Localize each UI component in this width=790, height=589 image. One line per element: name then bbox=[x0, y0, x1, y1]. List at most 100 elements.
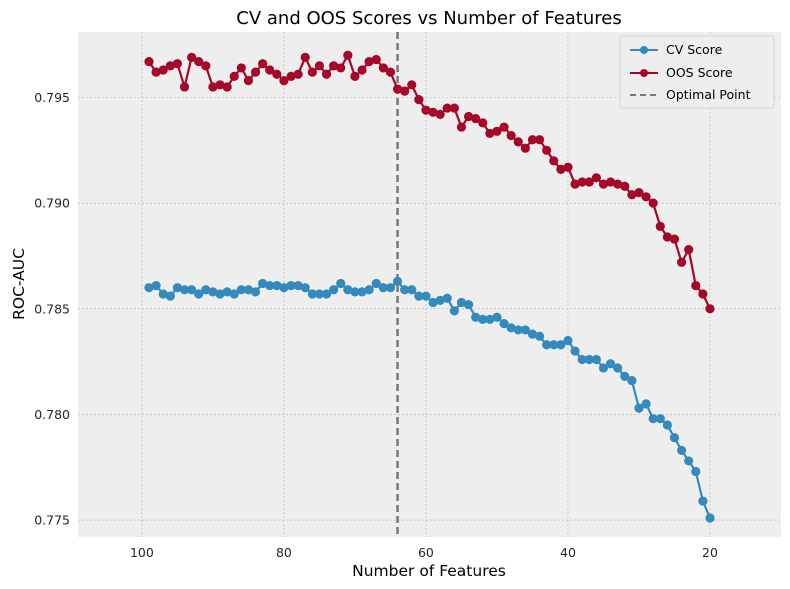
oos-score-point bbox=[662, 232, 672, 242]
oos-score-point bbox=[293, 69, 303, 79]
oos-score-point bbox=[279, 76, 289, 86]
series-cv-score bbox=[144, 276, 715, 523]
oos-score-point bbox=[400, 86, 410, 96]
oos-score-point bbox=[442, 103, 452, 113]
cv-score-point bbox=[669, 433, 680, 443]
oos-score-point bbox=[705, 304, 715, 314]
oos-score-point bbox=[229, 71, 239, 81]
chart-title: CV and OOS Scores vs Number of Features bbox=[236, 8, 621, 29]
legend-oos-marker-icon bbox=[640, 69, 648, 77]
cv-score-point bbox=[265, 280, 275, 291]
oos-score-point bbox=[584, 177, 594, 187]
oos-score-point bbox=[208, 82, 218, 92]
oos-score-point bbox=[492, 126, 502, 136]
y-tick-label: 0.795 bbox=[34, 90, 70, 105]
cv-score-point bbox=[648, 414, 658, 424]
cv-score-point bbox=[463, 299, 474, 310]
oos-score-point bbox=[414, 95, 424, 105]
cv-score-point bbox=[293, 280, 303, 291]
oos-score-point bbox=[499, 122, 509, 132]
cv-score-point bbox=[641, 399, 651, 409]
oos-score-point bbox=[329, 61, 339, 71]
x-tick-label: 100 bbox=[130, 545, 154, 560]
cv-score-point bbox=[549, 340, 559, 350]
oos-score-point bbox=[506, 130, 516, 141]
cv-score-point bbox=[151, 280, 161, 291]
legend-entry-oos-score: OOS Score bbox=[630, 65, 733, 80]
cv-score-point bbox=[400, 285, 410, 295]
oos-score-point bbox=[620, 181, 630, 191]
cv-score-point bbox=[258, 278, 268, 289]
oos-score-point bbox=[350, 71, 360, 81]
legend-box bbox=[619, 35, 775, 109]
cv-score-point bbox=[314, 289, 325, 299]
oos-score-point bbox=[336, 63, 346, 73]
oos-score-point bbox=[428, 107, 438, 117]
oos-score-point bbox=[179, 82, 190, 92]
cv-score-point bbox=[279, 283, 289, 293]
oos-score-point bbox=[172, 59, 183, 69]
y-axis-label: ROC-AUC bbox=[10, 248, 28, 320]
cv-score-point bbox=[570, 346, 580, 356]
plot-area-background bbox=[78, 32, 781, 537]
cv-score-point bbox=[634, 403, 644, 413]
cv-score-point bbox=[556, 340, 566, 350]
cv-score-point bbox=[229, 289, 239, 299]
oos-score-point bbox=[258, 59, 268, 69]
oos-score-point bbox=[314, 61, 325, 71]
cv-score-point bbox=[620, 371, 630, 382]
cv-score-point bbox=[321, 289, 332, 299]
cv-score-point bbox=[527, 329, 538, 339]
oos-score-point bbox=[478, 118, 488, 128]
cv-score-point bbox=[513, 325, 523, 335]
cv-score-point bbox=[158, 289, 168, 299]
series-oos-score bbox=[144, 50, 715, 314]
cv-score-point bbox=[172, 283, 183, 293]
oos-score-point bbox=[385, 67, 396, 77]
oos-score-point bbox=[236, 63, 246, 73]
oos-score-point bbox=[542, 145, 552, 155]
oos-score-point bbox=[300, 52, 310, 62]
oos-score-point bbox=[591, 173, 601, 183]
cv-score-point bbox=[364, 285, 374, 295]
oos-score-point bbox=[471, 114, 481, 124]
oos-score-point bbox=[577, 177, 587, 187]
y-tick-label: 0.790 bbox=[34, 196, 70, 211]
cv-score-point bbox=[201, 285, 211, 295]
cv-score-point bbox=[243, 285, 254, 295]
cv-score-point bbox=[534, 331, 545, 341]
cv-score-point bbox=[691, 466, 701, 477]
oos-score-point bbox=[265, 65, 275, 75]
oos-score-point bbox=[243, 76, 254, 86]
oos-score-point bbox=[286, 71, 296, 81]
legend-oos-label: OOS Score bbox=[666, 65, 733, 80]
cv-score-point bbox=[350, 287, 360, 297]
cv-score-point bbox=[492, 312, 502, 322]
legend: CV Score OOS Score Optimal Point bbox=[619, 35, 775, 109]
x-tick-label: 20 bbox=[702, 545, 718, 560]
oos-score-point bbox=[463, 111, 474, 122]
cv-score-point bbox=[144, 283, 154, 293]
cv-score-point bbox=[378, 283, 388, 293]
cv-score-point bbox=[676, 445, 687, 455]
oos-score-point bbox=[201, 61, 211, 71]
oos-score-point bbox=[641, 192, 651, 202]
x-tick-label: 40 bbox=[560, 545, 576, 560]
cv-score-point bbox=[407, 285, 417, 295]
cv-score-point bbox=[357, 287, 367, 297]
legend-optimal-label: Optimal Point bbox=[666, 87, 751, 102]
cv-score-point bbox=[485, 314, 495, 324]
oos-score-point bbox=[549, 156, 559, 166]
oos-score-point bbox=[485, 128, 495, 139]
cv-score-point bbox=[598, 363, 609, 373]
cv-score-point bbox=[627, 376, 637, 386]
cv-score-point bbox=[449, 306, 459, 316]
cv-score-point bbox=[208, 287, 218, 297]
cv-score-point bbox=[442, 293, 452, 303]
cv-score-point bbox=[187, 285, 197, 295]
cv-score-point bbox=[456, 297, 467, 308]
cv-score-point bbox=[165, 291, 175, 301]
oos-score-point bbox=[250, 67, 261, 77]
oos-score-point bbox=[691, 280, 701, 291]
oos-score-point bbox=[371, 54, 381, 65]
